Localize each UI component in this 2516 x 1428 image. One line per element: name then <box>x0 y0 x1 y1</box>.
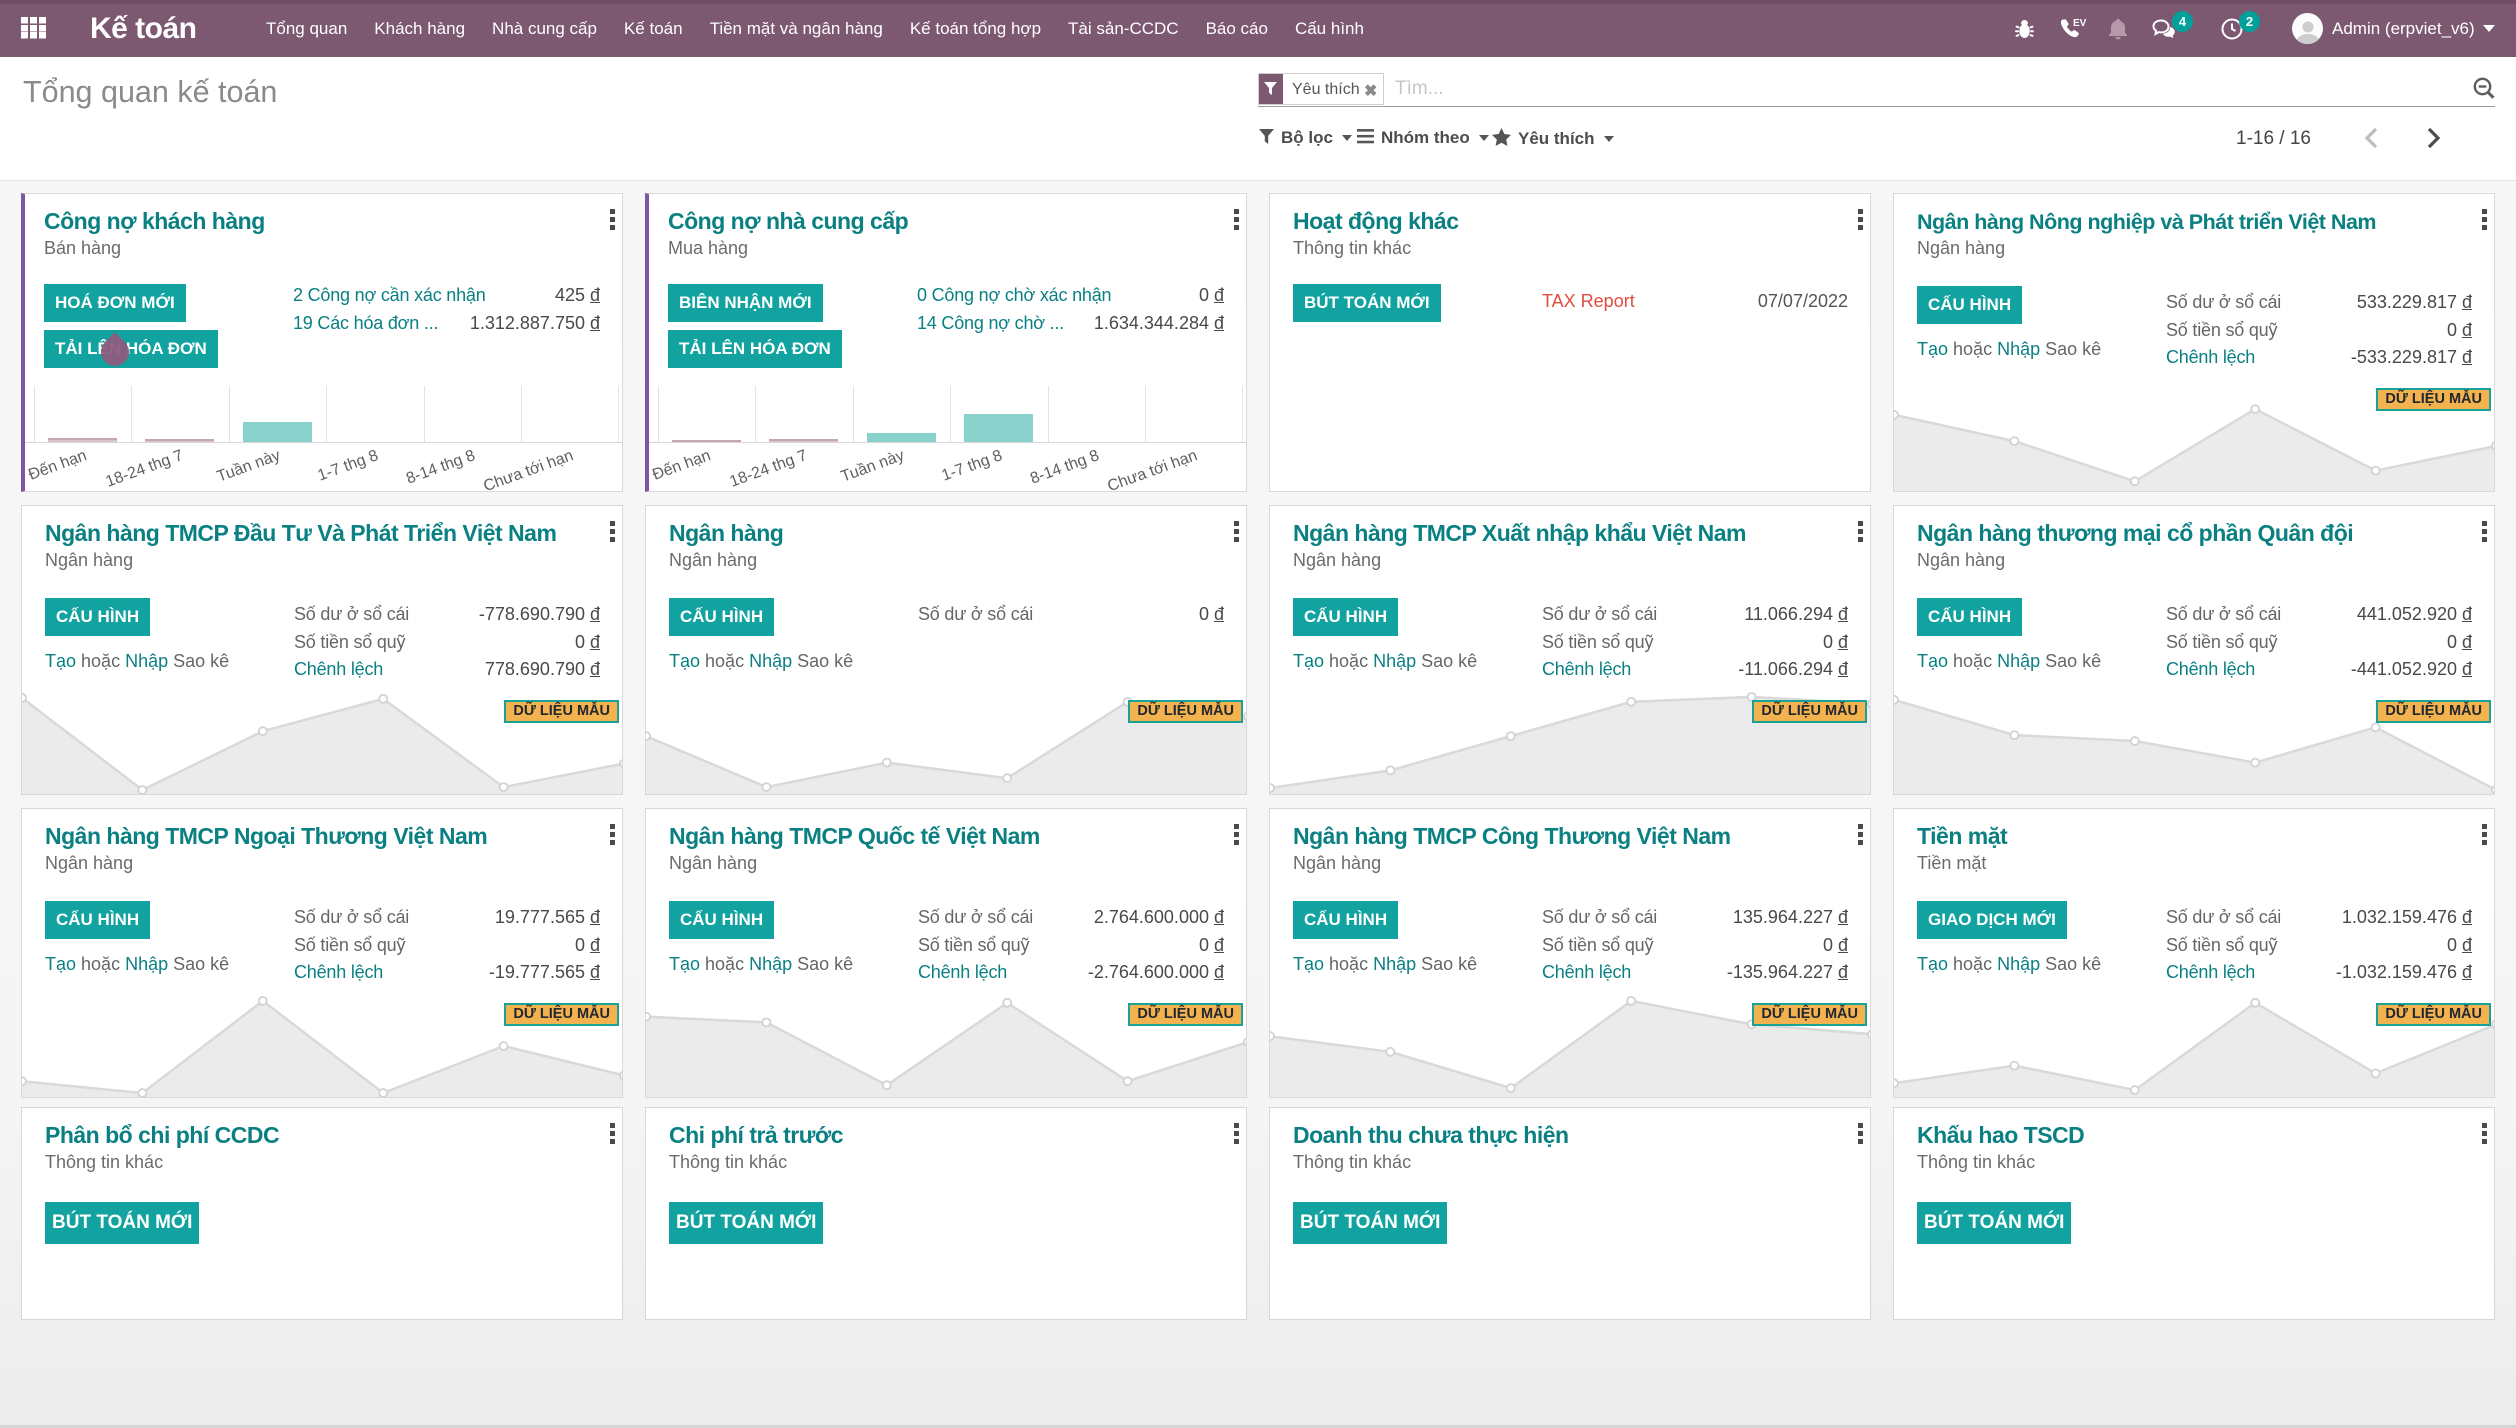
svg-text:EV: EV <box>2073 18 2086 29</box>
